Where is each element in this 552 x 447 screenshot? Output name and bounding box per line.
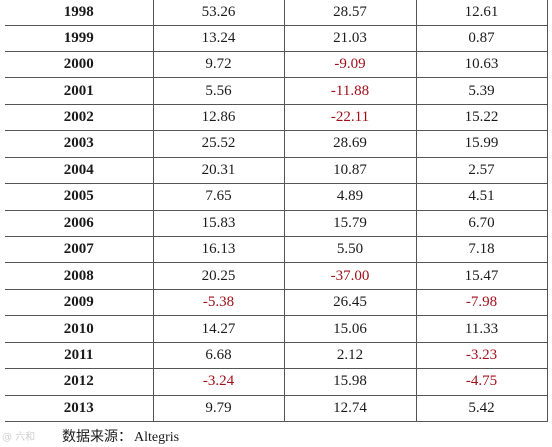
watermark-text: @ 六和	[2, 432, 36, 443]
table-row: 2007 16.13 5.50 7.18	[5, 236, 548, 264]
value-cell-col3: 2.57	[415, 157, 548, 185]
value-cell-col2: -22.11	[283, 104, 416, 132]
value-cell-col3: -7.98	[415, 289, 548, 317]
value-cell-col1: 5.56	[152, 77, 284, 105]
table-row: 2004 20.31 10.87 2.57	[5, 157, 548, 185]
value-cell-col1: -5.38	[152, 289, 284, 317]
value-cell-col2: 26.45	[283, 289, 416, 317]
value-cell-col1: 20.25	[152, 262, 284, 290]
table-row: 2001 5.56 -11.88 5.39	[5, 77, 548, 105]
value-cell-col3: 12.61	[415, 0, 548, 26]
value-cell-col1: 9.79	[152, 395, 284, 423]
year-cell: 2007	[5, 236, 153, 264]
year-cell: 2002	[5, 104, 153, 132]
table-row: 2012 -3.24 15.98 -4.75	[5, 368, 548, 396]
value-cell-col2: 28.57	[283, 0, 416, 26]
value-cell-col2: 12.74	[283, 395, 416, 423]
value-cell-col1: 53.26	[152, 0, 284, 26]
value-cell-col2: 15.79	[283, 210, 416, 238]
year-cell: 2005	[5, 183, 153, 211]
table-row: 2006 15.83 15.79 6.70	[5, 210, 548, 238]
value-cell-col3: 15.99	[415, 130, 548, 158]
value-cell-col1: 9.72	[152, 51, 284, 79]
year-cell: 1999	[5, 25, 153, 52]
year-cell: 2008	[5, 262, 153, 290]
value-cell-col3: 5.42	[415, 395, 548, 423]
table-row: 2009 -5.38 26.45 -7.98	[5, 289, 548, 317]
value-cell-col3: -4.75	[415, 368, 548, 396]
table-row: 2011 6.68 2.12 -3.23	[5, 342, 548, 370]
value-cell-col2: 2.12	[283, 342, 416, 370]
value-cell-col1: 6.68	[152, 342, 284, 370]
year-cell: 2012	[5, 368, 153, 396]
value-cell-col1: 20.31	[152, 157, 284, 185]
year-cell: 2010	[5, 315, 153, 343]
year-cell: 2003	[5, 130, 153, 158]
year-cell: 2013	[5, 395, 153, 423]
value-cell-col1: 16.13	[152, 236, 284, 264]
value-cell-col3: 5.39	[415, 77, 548, 105]
value-cell-col3: -3.23	[415, 342, 548, 370]
value-cell-col3: 0.87	[415, 25, 548, 52]
value-cell-col2: 15.98	[283, 368, 416, 396]
value-cell-col2: -11.88	[283, 77, 416, 105]
value-cell-col1: -3.24	[152, 368, 284, 396]
value-cell-col1: 7.65	[152, 183, 284, 211]
table-row: 1999 13.24 21.03 0.87	[5, 25, 548, 52]
table-row: 2003 25.52 28.69 15.99	[5, 130, 548, 158]
data-source-note: 数据来源： Altegris	[62, 426, 179, 446]
year-cell: 2001	[5, 77, 153, 105]
value-cell-col2: 5.50	[283, 236, 416, 264]
table-row: 2002 12.86 -22.11 15.22	[5, 104, 548, 132]
value-cell-col3: 6.70	[415, 210, 548, 238]
value-cell-col2: 15.06	[283, 315, 416, 343]
value-cell-col1: 13.24	[152, 25, 284, 52]
value-cell-col2: 4.89	[283, 183, 416, 211]
value-cell-col2: 10.87	[283, 157, 416, 185]
year-cell: 2011	[5, 342, 153, 370]
table-row: 2005 7.65 4.89 4.51	[5, 183, 548, 211]
returns-table-container: 1998 53.26 28.57 12.61 1999 13.24 21.03 0.87 200…	[5, 0, 548, 423]
value-cell-col3: 10.63	[415, 51, 548, 79]
value-cell-col1: 15.83	[152, 210, 284, 238]
year-cell: 2004	[5, 157, 153, 185]
table-body: 1998 53.26 28.57 12.61 1999 13.24 21.03 0.87 200…	[5, 0, 548, 423]
year-cell: 2009	[5, 289, 153, 317]
year-cell: 2000	[5, 51, 153, 79]
value-cell-col2: 21.03	[283, 25, 416, 52]
value-cell-col3: 4.51	[415, 183, 548, 211]
value-cell-col3: 15.47	[415, 262, 548, 290]
value-cell-col2: 28.69	[283, 130, 416, 158]
year-cell: 1998	[5, 0, 153, 26]
table-row: 2008 20.25 -37.00 15.47	[5, 262, 548, 290]
table-row: 1998 53.26 28.57 12.61	[5, 0, 548, 26]
value-cell-col3: 11.33	[415, 315, 548, 343]
value-cell-col3: 7.18	[415, 236, 548, 264]
table-row: 2010 14.27 15.06 11.33	[5, 315, 548, 343]
value-cell-col2: -9.09	[283, 51, 416, 79]
value-cell-col1: 14.27	[152, 315, 284, 343]
value-cell-col3: 15.22	[415, 104, 548, 132]
value-cell-col1: 12.86	[152, 104, 284, 132]
annual-returns-table: 1998 53.26 28.57 12.61 1999 13.24 21.03 0.87 200…	[5, 0, 548, 423]
table-row: 2013 9.79 12.74 5.42	[5, 395, 548, 423]
table-row: 2000 9.72 -9.09 10.63	[5, 51, 548, 79]
value-cell-col2: -37.00	[283, 262, 416, 290]
value-cell-col1: 25.52	[152, 130, 284, 158]
source-label: 数据来源：	[62, 429, 132, 445]
year-cell: 2006	[5, 210, 153, 238]
source-name: Altegris	[134, 430, 180, 445]
